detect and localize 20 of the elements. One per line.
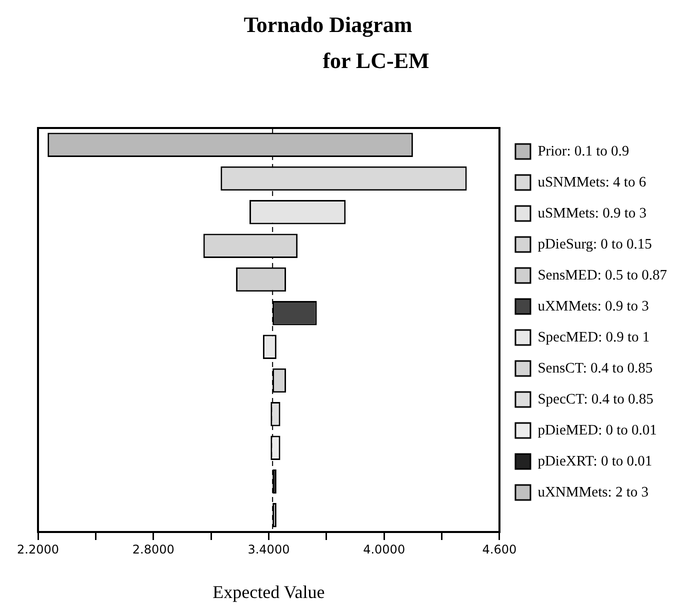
- legend-label: uXMMets: 0.9 to 3: [538, 298, 649, 314]
- legend-label: SpecMED: 0.9 to 1: [538, 329, 650, 346]
- legend-label: SpecCT: 0.4 to 0.85: [538, 391, 654, 408]
- x-tick-label: 2.8000: [132, 542, 174, 556]
- legend-label: uSNMMets: 4 to 6: [538, 174, 646, 190]
- x-axis-title: Expected Value: [212, 582, 325, 602]
- x-tick-label: 4.600: [482, 542, 517, 556]
- chart-subtitle: for LC-EM: [322, 48, 430, 74]
- legend-label: SensCT: 0.4 to 0.85: [538, 360, 653, 376]
- legend-label: pDieXRT: 0 to 0.01: [538, 453, 652, 470]
- x-tick-label: 3.4000: [248, 542, 290, 556]
- x-tick-label: 4.0000: [363, 542, 406, 556]
- legend-label: Prior: 0.1 to 0.9: [538, 143, 630, 160]
- x-tick-label: 2.2000: [17, 542, 59, 556]
- legend-label: pDieSurg: 0 to 0.15: [538, 236, 652, 252]
- legend-label: uXNMMets: 2 to 3: [538, 484, 648, 500]
- legend-label: SensMED: 0.5 to 0.87: [538, 267, 667, 284]
- legend-label: uSMMets: 0.9 to 3: [538, 205, 646, 222]
- legend-label: pDieMED: 0 to 0.01: [538, 422, 657, 438]
- chart-title: Tornado Diagram: [244, 12, 412, 38]
